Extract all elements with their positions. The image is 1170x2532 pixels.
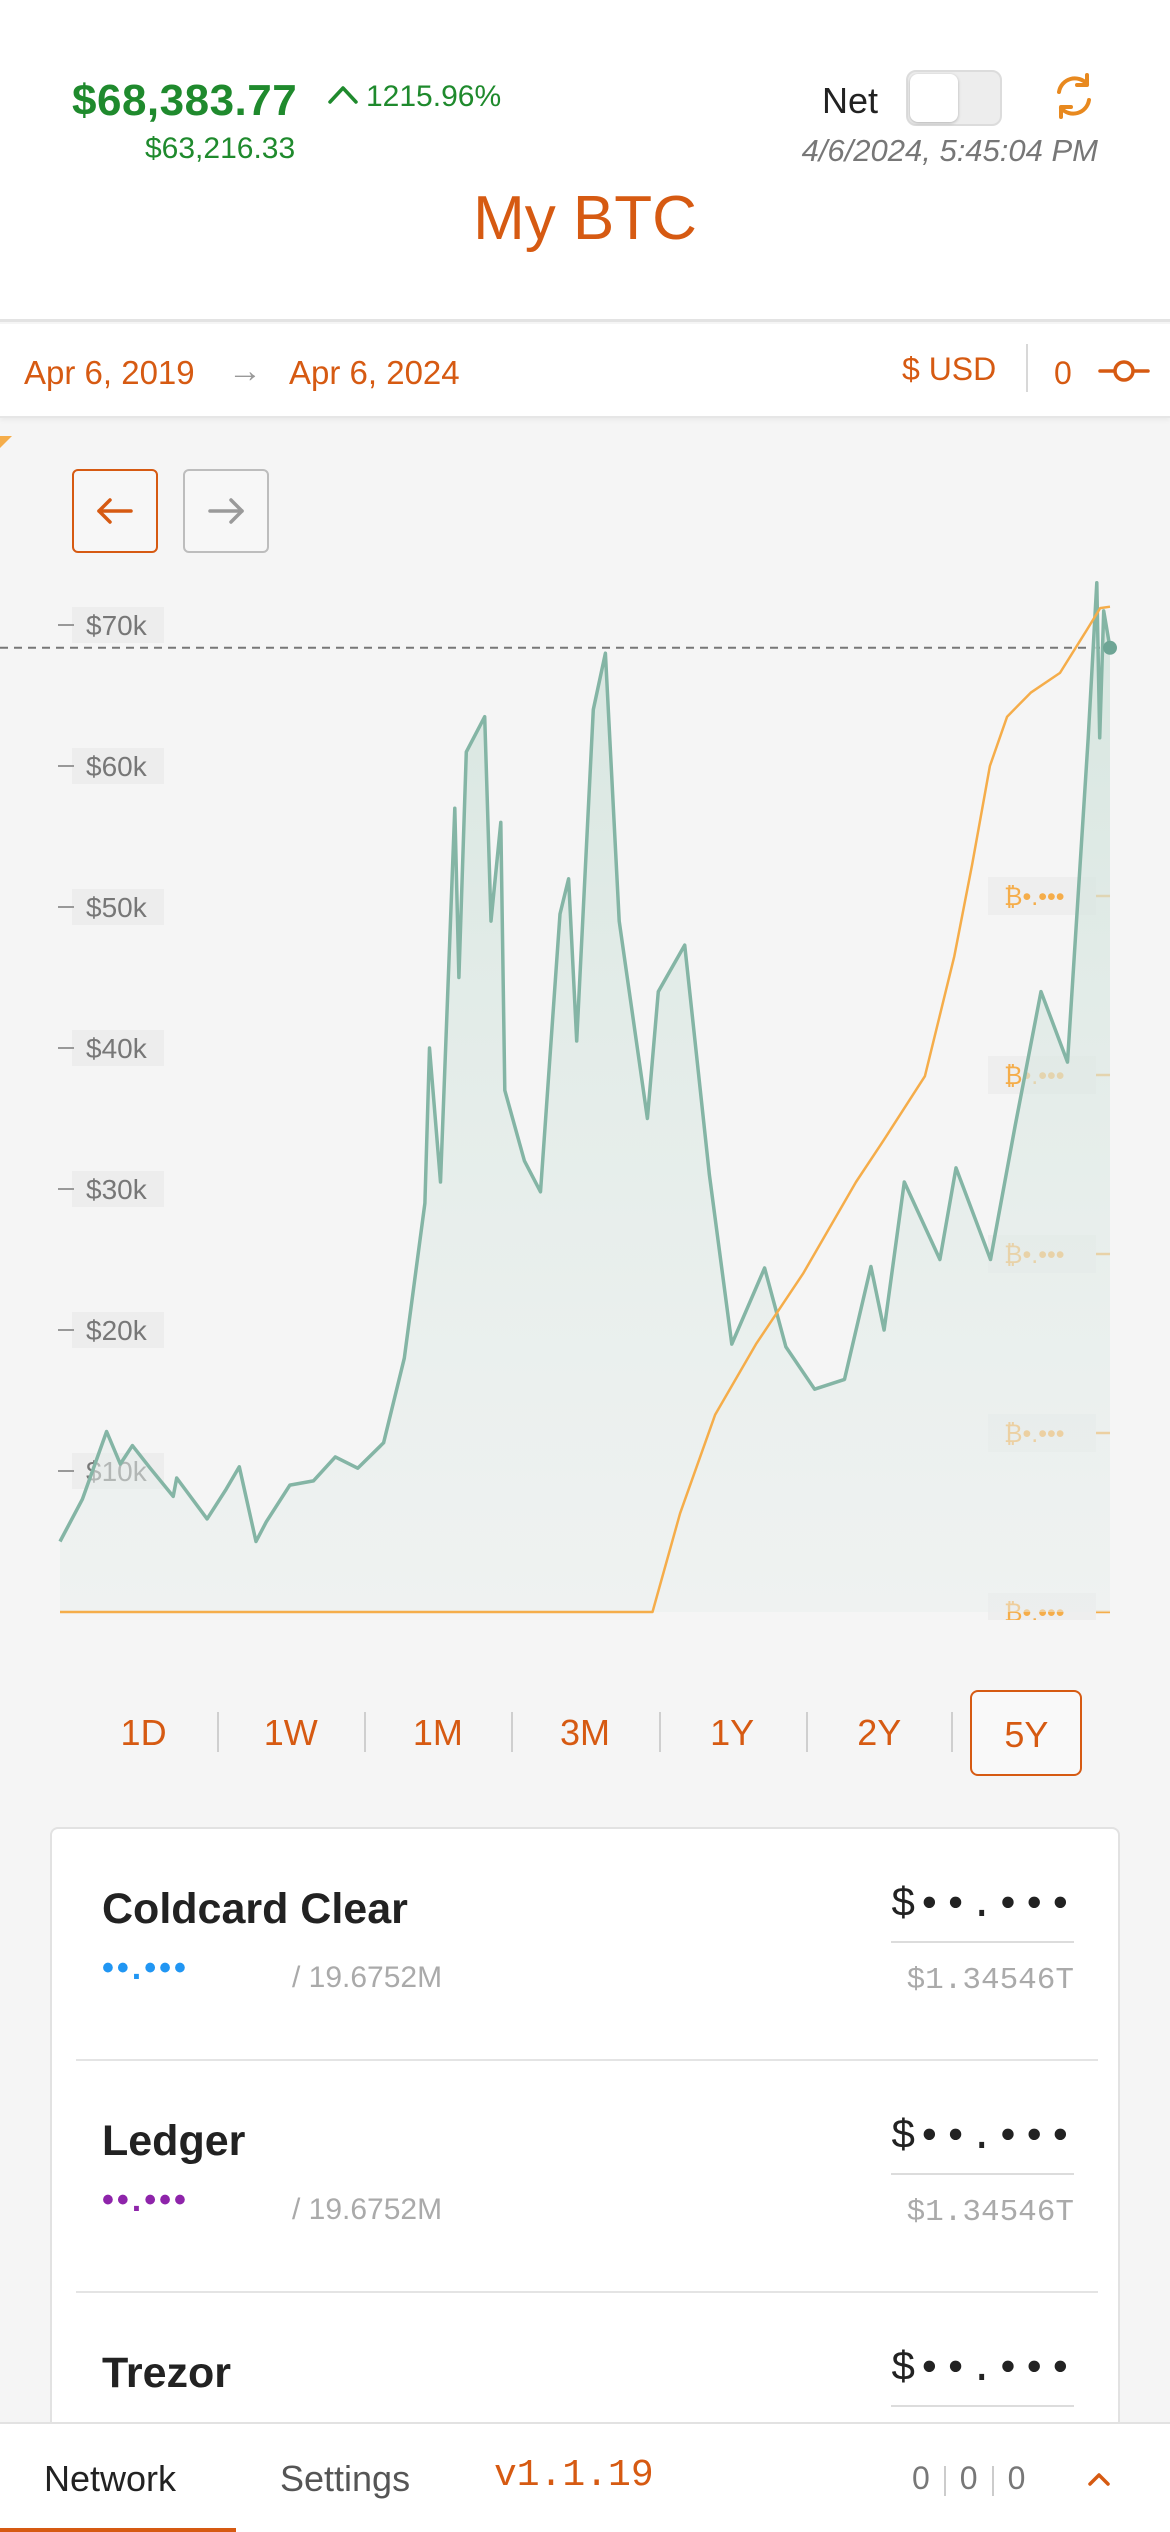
currency-selector[interactable]: $ USD (902, 351, 997, 387)
divider (217, 1712, 220, 1752)
wallet-item-trezor[interactable]: Trezor $••.••• (76, 2293, 1098, 2523)
arrow-right-icon (208, 498, 244, 524)
divider (658, 1712, 661, 1752)
y-tick-bg (72, 1312, 164, 1348)
divider (1026, 344, 1028, 392)
wallet-value-hidden: $••.••• (890, 2113, 1074, 2175)
price-change-percent: 1215.96% (366, 80, 502, 113)
divider (943, 2465, 946, 2496)
wallet-name: Ledger (102, 2117, 246, 2165)
y-tick-bg (72, 1171, 164, 1207)
previous-range-button[interactable] (72, 469, 158, 553)
wallet-name: Trezor (102, 2349, 232, 2397)
y-tick-bg (72, 889, 164, 925)
slider-icon[interactable] (1096, 354, 1152, 388)
page-title: My BTC (473, 184, 697, 253)
count-value: 0 (912, 2460, 930, 2496)
btc-price: $68,383.77 (72, 76, 298, 125)
toggle-knob (910, 74, 958, 122)
y-tick-label: $50k (86, 892, 148, 923)
wallet-value-total: $1.34546T (906, 2195, 1074, 2230)
portfolio-chart[interactable]: $10k$20k$30k$40k$50k$60k$70k ₿•.•••₿•.••… (0, 560, 1170, 1620)
arrow-left-icon (97, 498, 133, 524)
y-tick-label: $20k (86, 1315, 148, 1346)
price-series-line (58, 580, 1112, 1544)
tab-settings[interactable]: Settings (280, 2458, 411, 2499)
app-version: v1.1.19 (494, 2454, 654, 2497)
wallet-item-ledger[interactable]: Ledger ••.••• / 19.6752M $••.••• $1.3454… (76, 2061, 1098, 2291)
wallet-supply: / 19.6752M (292, 1961, 443, 1994)
cost-basis: $63,216.33 (145, 132, 296, 165)
period-selector: 1D 1W 1M 3M 1Y 2Y 5Y (70, 1690, 1100, 1776)
y-tick-label: $40k (86, 1033, 148, 1064)
period-tab-1m[interactable]: 1M (412, 1712, 463, 1753)
period-tab-2y[interactable]: 2Y (857, 1712, 902, 1753)
y2-tick-label: ₿•.••• (1004, 883, 1064, 911)
refresh-icon[interactable] (1050, 70, 1098, 122)
period-tab-1y[interactable]: 1Y (710, 1712, 755, 1753)
wallet-value-hidden: $••.••• (890, 1881, 1074, 1943)
current-price-marker (1103, 640, 1117, 655)
period-tab-5y[interactable]: 5Y (970, 1690, 1083, 1776)
wallet-list: Coldcard Clear ••.••• / 19.6752M $••.•••… (50, 1827, 1120, 2532)
period-tab-1d[interactable]: 1D (120, 1712, 167, 1753)
wallet-name: Coldcard Clear (102, 1885, 408, 1933)
y-tick-bg (72, 1030, 164, 1066)
wallet-supply: / 19.6752M (292, 2193, 443, 2226)
y-tick-bg (72, 748, 164, 784)
last-updated-timestamp: 4/6/2024, 5:45:04 PM (801, 133, 1098, 168)
y-tick-bg (72, 607, 164, 643)
net-toggle[interactable] (906, 70, 1002, 126)
period-tab-1w[interactable]: 1W (263, 1712, 318, 1753)
holdings-series-line (60, 605, 1111, 1614)
y-tick-label: $30k (86, 1174, 148, 1205)
wallet-value-total: $1.34546T (906, 1963, 1074, 1998)
active-tab-indicator (0, 2528, 236, 2532)
range-start-date[interactable]: Apr 6, 2019 (24, 354, 195, 391)
divider (950, 1712, 953, 1752)
arrow-right-icon: → (228, 352, 262, 390)
tab-network[interactable]: Network (44, 2458, 177, 2499)
next-range-button[interactable] (183, 469, 269, 553)
range-end-date[interactable]: Apr 6, 2024 (289, 354, 460, 391)
count-value: 0 (1007, 2460, 1026, 2496)
wallet-item-coldcard-clear[interactable]: Coldcard Clear ••.••• / 19.6752M $••.•••… (76, 1829, 1098, 2059)
wallet-balance-hidden: ••.••• (102, 1949, 189, 1987)
caret-up-icon (328, 86, 358, 104)
divider (76, 2291, 1098, 2293)
net-label: Net (822, 80, 879, 121)
divider (991, 2465, 994, 2496)
header: $68,383.77 1215.96% $63,216.33 Net 4/6/2… (0, 0, 1170, 322)
divider (805, 1712, 808, 1752)
price-area-fill (60, 582, 1110, 1613)
y-tick-label: $70k (86, 610, 148, 641)
count-value: 0 (959, 2460, 978, 2496)
chevron-up-icon[interactable] (1084, 2464, 1114, 2494)
divider (511, 1712, 514, 1752)
wallet-value-hidden: $••.••• (890, 2345, 1074, 2407)
drag-handle-icon[interactable] (0, 436, 14, 454)
offset-value: 0 (1054, 355, 1072, 391)
date-range-bar: Apr 6, 2019 → Apr 6, 2024 $ USD 0 (0, 324, 1170, 418)
y-tick-label: $60k (86, 751, 148, 782)
divider (76, 2059, 1098, 2061)
divider (364, 1712, 367, 1752)
period-tab-3m[interactable]: 3M (559, 1712, 610, 1753)
wallet-balance-hidden: ••.••• (102, 2181, 189, 2219)
